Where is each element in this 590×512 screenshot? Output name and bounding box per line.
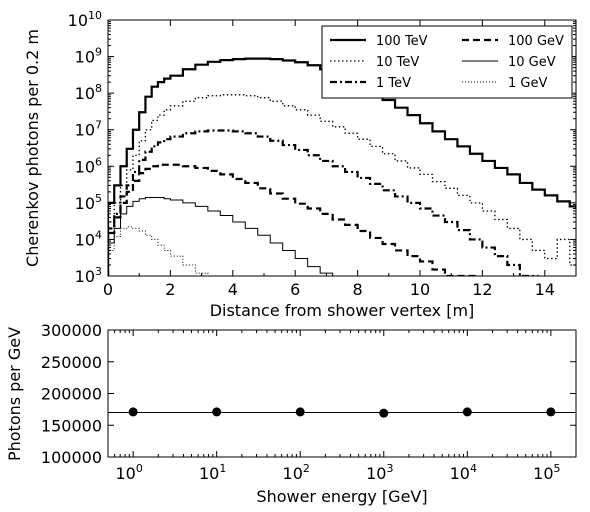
data-point — [462, 407, 472, 417]
top-y-tick-label: 104 — [75, 228, 102, 249]
top-x-tick-label: 0 — [103, 280, 113, 299]
bottom-x-tick-label: 100 — [115, 462, 142, 483]
series-line-10-tev — [108, 94, 576, 276]
top-y-tick-label-base: 10 — [75, 157, 95, 176]
top-y-tick-label-exp: 10 — [88, 9, 102, 22]
top-y-tick-label: 107 — [75, 119, 102, 140]
legend-label: 1 TeV — [376, 76, 411, 91]
bottom-y-tick-label: 250000 — [41, 353, 102, 372]
top-x-tick-label: 8 — [353, 280, 363, 299]
bottom-x-tick-label-exp: 5 — [554, 462, 561, 475]
top-y-tick-label-exp: 7 — [95, 119, 102, 132]
series-line-10-gev — [108, 197, 339, 276]
top-y-tick-label: 103 — [75, 265, 102, 286]
top-y-tick-label-base: 10 — [75, 48, 95, 67]
series-line-1-gev — [108, 226, 215, 276]
legend-label: 100 GeV — [508, 34, 564, 49]
top-y-tick-label-exp: 5 — [95, 192, 102, 205]
bottom-x-tick-label-exp: 1 — [219, 462, 226, 475]
top-y-axis-label: Cherenkov photons per 0.2 m — [23, 29, 42, 267]
legend-label: 100 TeV — [376, 34, 428, 49]
bottom-x-tick-label: 101 — [199, 462, 226, 483]
bottom-x-tick-label-exp: 2 — [303, 462, 310, 475]
data-point — [379, 408, 389, 418]
bottom-x-tick-label-base: 10 — [533, 464, 553, 483]
top-legend: 100 TeV 10 TeV 1 TeV 100 GeV 10 GeV 1 GeV — [321, 25, 573, 99]
top-y-tick-label: 105 — [75, 192, 102, 213]
bottom-x-axis-label: Shower energy [GeV] — [256, 487, 427, 506]
legend-box — [321, 25, 573, 99]
bottom-y-tick-label: 150000 — [41, 416, 102, 435]
top-y-tick-label-exp: 6 — [95, 155, 102, 168]
top-x-tick-label: 4 — [228, 280, 238, 299]
bottom-x-tick-label: 102 — [283, 462, 310, 483]
top-y-tick-label: 108 — [75, 82, 102, 103]
top-y-tick-label: 106 — [75, 155, 102, 176]
data-point — [212, 407, 222, 417]
top-x-tick-label: 2 — [165, 280, 175, 299]
bottom-y-tick-label: 300000 — [41, 321, 102, 340]
bottom-y-axis-label: Photons per GeV — [5, 327, 24, 461]
top-plot-frame — [107, 19, 577, 277]
bottom-x-tick-label-base: 10 — [366, 464, 386, 483]
top-y-tick-label-base: 10 — [75, 121, 95, 140]
top-x-axis-label: Distance from shower vertex [m] — [210, 301, 475, 320]
top-series-group — [108, 57, 576, 276]
bottom-x-tick-label-base: 10 — [450, 464, 470, 483]
bottom-points-group — [128, 407, 556, 418]
bottom-x-tick-label: 103 — [366, 462, 393, 483]
top-x-tick-label: 12 — [472, 280, 492, 299]
bottom-plot-frame — [107, 329, 577, 458]
top-y-tick-label-base: 10 — [68, 11, 88, 30]
bottom-x-tick-label-base: 10 — [199, 464, 219, 483]
data-point — [546, 407, 556, 417]
bottom-x-tick-label: 104 — [450, 462, 477, 483]
data-point — [128, 407, 138, 417]
legend-label: 10 GeV — [508, 55, 556, 70]
data-point — [295, 407, 305, 417]
top-y-tick-label-base: 10 — [75, 267, 95, 286]
top-y-tick-label-base: 10 — [75, 194, 95, 213]
top-y-tick-label-exp: 9 — [95, 46, 102, 59]
series-line-100-gev — [108, 163, 477, 276]
bottom-x-tick-label-exp: 3 — [386, 462, 393, 475]
top-y-tick-label-exp: 3 — [95, 265, 102, 278]
top-y-tick-label-exp: 4 — [95, 228, 102, 241]
bottom-y-tick-label: 200000 — [41, 385, 102, 404]
top-y-tick-label-base: 10 — [75, 230, 95, 249]
top-x-tick-label: 14 — [535, 280, 555, 299]
series-line-100-tev — [108, 57, 576, 276]
series-line-1-tev — [108, 129, 539, 276]
top-x-tick-label: 10 — [410, 280, 430, 299]
bottom-x-tick-label-exp: 0 — [136, 462, 143, 475]
bottom-y-tick-label: 100000 — [41, 448, 102, 467]
bottom-x-tick-label-exp: 4 — [470, 462, 477, 475]
legend-label: 1 GeV — [508, 76, 547, 91]
top-y-tick-label-exp: 8 — [95, 82, 102, 95]
top-y-tick-label: 109 — [75, 46, 102, 67]
top-y-tick-label-base: 10 — [75, 84, 95, 103]
bottom-x-tick-label: 105 — [533, 462, 560, 483]
bottom-x-tick-label-base: 10 — [115, 464, 135, 483]
bottom-x-tick-label-base: 10 — [283, 464, 303, 483]
top-y-tick-label: 1010 — [68, 9, 102, 30]
legend-label: 10 TeV — [376, 55, 419, 70]
top-x-tick-label: 6 — [290, 280, 300, 299]
